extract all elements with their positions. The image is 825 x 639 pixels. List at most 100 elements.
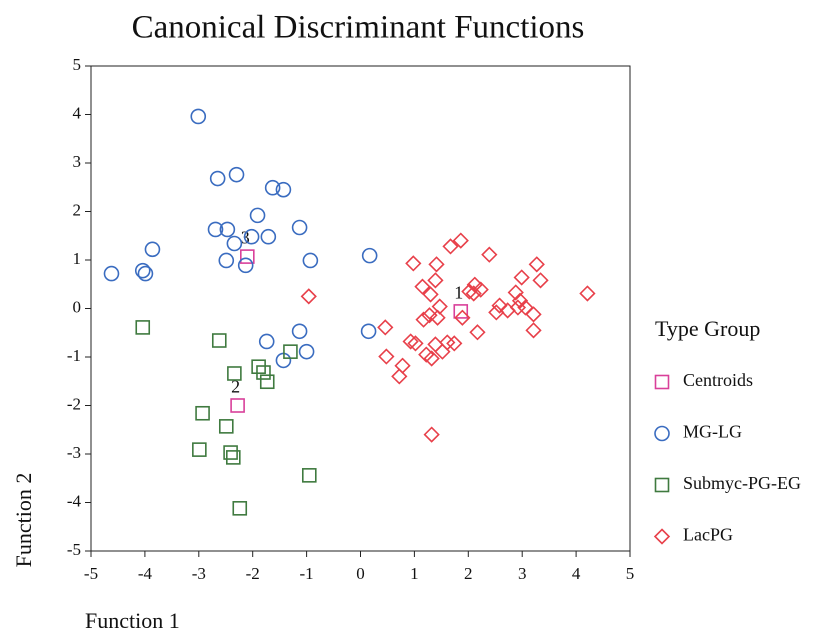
point bbox=[275, 181, 292, 198]
point bbox=[429, 309, 446, 326]
point bbox=[481, 246, 498, 263]
y-tick-label: -1 bbox=[67, 346, 81, 365]
point bbox=[301, 468, 317, 483]
x-tick-label: 4 bbox=[572, 564, 581, 583]
x-tick-label: 0 bbox=[356, 564, 365, 583]
point bbox=[452, 232, 469, 249]
point bbox=[453, 304, 469, 319]
legend-label: MG-LG bbox=[683, 422, 742, 442]
point bbox=[415, 311, 432, 328]
legend-label: LacPG bbox=[683, 525, 733, 545]
point bbox=[211, 333, 227, 348]
chart-title: Canonical Discriminant Functions bbox=[132, 10, 585, 46]
point bbox=[144, 241, 161, 258]
point bbox=[454, 309, 471, 326]
point bbox=[428, 256, 445, 273]
point bbox=[218, 419, 234, 434]
point bbox=[423, 426, 440, 443]
legend-label: Submyc-PG-EG bbox=[683, 473, 801, 493]
x-tick-label: 2 bbox=[464, 564, 473, 583]
point bbox=[207, 221, 224, 238]
point bbox=[237, 257, 254, 274]
point bbox=[442, 238, 459, 255]
point bbox=[264, 179, 281, 196]
x-tick-label: -2 bbox=[246, 564, 260, 583]
legend-marker bbox=[654, 374, 670, 390]
point bbox=[300, 288, 317, 305]
y-tick-label: 2 bbox=[73, 200, 82, 219]
x-tick-label: 3 bbox=[518, 564, 527, 583]
point bbox=[378, 348, 395, 365]
point bbox=[488, 304, 505, 321]
x-axis-label: Function 1 bbox=[85, 608, 180, 633]
x-tick-label: 1 bbox=[410, 564, 419, 583]
legend-marker bbox=[653, 528, 671, 545]
point bbox=[230, 398, 245, 413]
y-axis-label: Function 2 bbox=[11, 473, 36, 568]
y-tick-label: 1 bbox=[73, 249, 82, 268]
y-tick-label: 3 bbox=[73, 152, 82, 171]
point bbox=[226, 235, 243, 252]
point bbox=[509, 299, 527, 316]
point bbox=[283, 344, 298, 359]
point bbox=[360, 323, 377, 340]
legend-marker bbox=[654, 477, 670, 493]
point bbox=[223, 445, 238, 460]
point bbox=[225, 450, 241, 465]
point bbox=[407, 335, 424, 352]
point bbox=[472, 281, 489, 298]
point bbox=[377, 319, 394, 336]
point bbox=[195, 405, 210, 421]
point bbox=[422, 286, 439, 303]
y-tick-label: 4 bbox=[73, 103, 82, 122]
point bbox=[134, 262, 151, 279]
point bbox=[259, 374, 275, 390]
y-tick-label: 5 bbox=[73, 55, 82, 74]
point-label: 2 bbox=[231, 377, 240, 397]
y-tick-label: -4 bbox=[67, 491, 82, 510]
point bbox=[232, 501, 248, 516]
legend-marker bbox=[654, 425, 670, 442]
point bbox=[240, 249, 255, 264]
point bbox=[291, 323, 308, 340]
point bbox=[192, 442, 207, 457]
point bbox=[256, 365, 271, 380]
legend-title: Type Group bbox=[655, 316, 760, 341]
point bbox=[228, 166, 245, 183]
point bbox=[525, 306, 542, 323]
point bbox=[517, 299, 534, 316]
point bbox=[469, 324, 486, 341]
point bbox=[446, 335, 463, 352]
legend-label: Centroids bbox=[683, 370, 753, 390]
x-tick-label: -5 bbox=[84, 564, 98, 583]
point bbox=[402, 333, 419, 350]
y-tick-label: -2 bbox=[67, 394, 81, 413]
x-tick-label: 5 bbox=[626, 564, 635, 583]
point bbox=[103, 265, 120, 282]
point bbox=[511, 292, 529, 309]
point bbox=[507, 284, 524, 301]
point bbox=[491, 297, 508, 314]
x-tick-label: -1 bbox=[300, 564, 314, 583]
point bbox=[431, 298, 448, 315]
point bbox=[219, 221, 236, 238]
y-tick-label: 0 bbox=[73, 297, 82, 316]
point bbox=[405, 255, 422, 272]
point bbox=[427, 272, 444, 289]
y-tick-label: -3 bbox=[67, 443, 81, 462]
point bbox=[302, 252, 319, 269]
point bbox=[243, 228, 260, 245]
point bbox=[209, 170, 226, 187]
plot-frame bbox=[90, 65, 631, 552]
point bbox=[391, 368, 408, 385]
point bbox=[249, 207, 266, 224]
point bbox=[423, 350, 440, 367]
point bbox=[298, 343, 315, 360]
point bbox=[461, 283, 478, 300]
point bbox=[260, 228, 277, 245]
point bbox=[579, 285, 596, 302]
point bbox=[190, 108, 207, 125]
point bbox=[465, 285, 482, 302]
point bbox=[532, 272, 549, 289]
